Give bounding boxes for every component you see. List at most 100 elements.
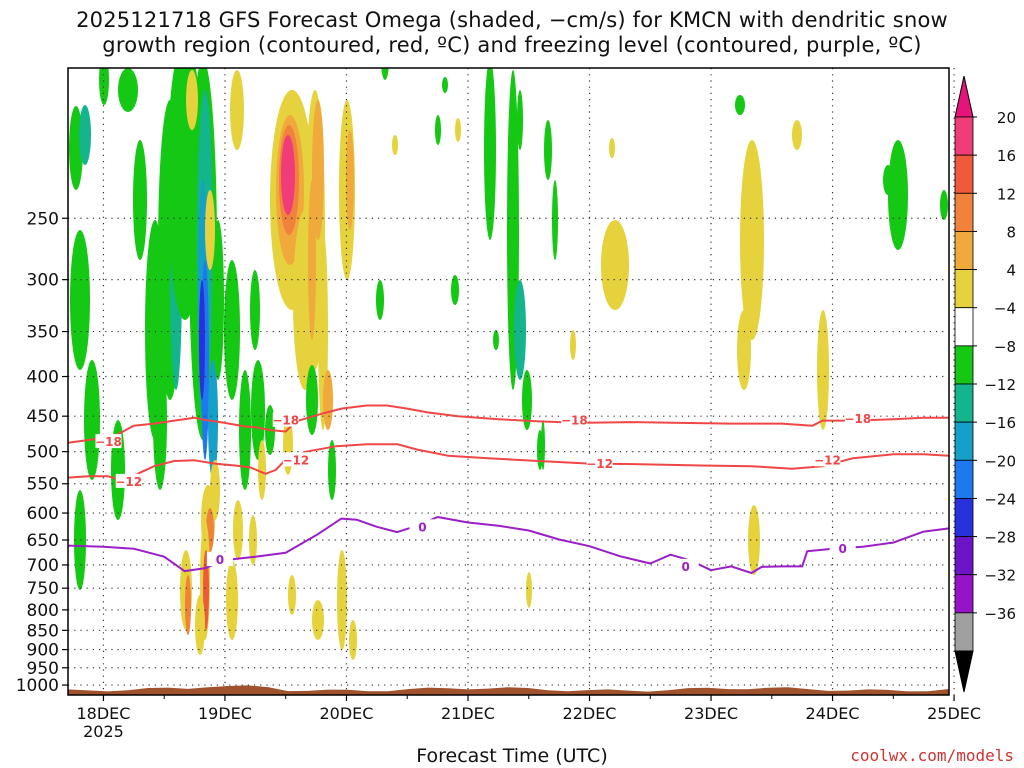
omega-shade-blob (195, 595, 205, 655)
y-tick-label: 950 (27, 659, 59, 679)
contour-freezing-level-label: 0 (216, 553, 224, 567)
colorbar-swatch (954, 231, 974, 270)
colorbar-label: −36 (984, 605, 1016, 623)
colorbar-swatch (954, 192, 974, 232)
omega-shade-blob (323, 370, 333, 430)
omega-shade-blob (493, 330, 499, 350)
colorbar-label: 8 (1006, 223, 1016, 241)
contour-minus18-label-bg (95, 434, 122, 449)
omega-shade-blob (740, 140, 764, 340)
y-tick-label: 800 (27, 601, 59, 621)
colorbar-swatch (954, 536, 974, 576)
colorbar-swatch (954, 459, 974, 499)
colorbar-label: −24 (984, 490, 1016, 508)
omega-shade-blob (737, 310, 751, 390)
omega-shading (69, 68, 948, 660)
x-tick-sublabel: 2025 (83, 722, 124, 741)
contour-minus12-label: −12 (586, 457, 613, 471)
omega-shade-blob (205, 190, 215, 270)
y-tick-label: 500 (27, 443, 59, 463)
contour-minus18-label: −18 (272, 414, 299, 428)
contour-freezing-level-label-bg (829, 541, 856, 556)
y-tick-label: 700 (27, 556, 59, 576)
omega-shade-blob (451, 275, 459, 305)
omega-shade-blob (185, 575, 191, 635)
omega-shade-blob (349, 620, 357, 660)
omega-shade-blob (249, 515, 257, 565)
omega-shade-blob (239, 370, 251, 490)
colorbar-label: 4 (1006, 262, 1016, 280)
colorbar-swatch (954, 269, 974, 309)
colorbar-label: −28 (984, 529, 1016, 547)
colorbar-swatch (954, 612, 974, 652)
y-tick-label: 650 (27, 531, 59, 551)
contour-minus18-label-bg (272, 412, 299, 427)
y-tick-label: 300 (27, 271, 59, 291)
omega-shade-blob (312, 600, 324, 640)
omega-shade-blob (186, 70, 198, 130)
colorbar-top-arrow (954, 75, 974, 118)
x-tick-label: 20DEC (319, 704, 373, 723)
y-tick-label: 250 (27, 209, 59, 229)
colorbar-label: −32 (984, 567, 1016, 585)
omega-shade-blob (435, 115, 441, 145)
omega-shade-blob (328, 440, 336, 500)
omega-shade-blob (346, 130, 354, 230)
colorbar-label: −8 (994, 338, 1016, 356)
contour-freezing-level-label-bg (409, 519, 436, 534)
omega-shade-blob (250, 270, 260, 350)
omega-shade-blob (735, 95, 745, 115)
x-tick-label: 22DEC (563, 704, 617, 723)
contour-minus18-label: −18 (844, 412, 871, 426)
contour-freezing-level-label-bg (206, 552, 233, 567)
omega-shade-blob (570, 330, 576, 360)
omega-shade-blob (74, 490, 86, 590)
colorbar-swatch (954, 498, 974, 537)
contour-minus18-line (68, 404, 949, 444)
x-tick-label: 23DEC (684, 704, 738, 723)
omega-shade-blob (233, 500, 243, 560)
chart-title-line2: growth region (contoured, red, ºC) and f… (102, 33, 922, 57)
omega-shade-blob (306, 365, 318, 435)
y-axis: 2503003504004505005506006507007508008509… (16, 209, 68, 696)
contour-minus18-label: −18 (95, 435, 122, 449)
contour-minus12-label: −12 (814, 453, 841, 467)
omega-shade-blob (312, 100, 324, 240)
omega-shade-blob (230, 70, 244, 150)
omega-shade-blob (792, 120, 802, 150)
colorbar-label: 16 (997, 147, 1016, 165)
terrain-surface (68, 685, 949, 695)
x-tick-label: 24DEC (806, 704, 860, 723)
contour-freezing-level-label: 0 (682, 560, 690, 574)
contour-minus18-label-bg (844, 411, 871, 426)
omega-shade-blob (84, 360, 100, 480)
contour-minus12-label-bg (115, 473, 142, 488)
omega-shade-blob (517, 90, 523, 150)
colorbar-label: −4 (994, 300, 1016, 318)
colorbar-swatch (954, 307, 974, 347)
contour-layer: −18 −18 −18 −18 −12 −12 −12 −12 0 0 0 0 (68, 404, 949, 574)
colorbar-swatch (954, 421, 974, 461)
omega-shade-blob (455, 118, 461, 142)
colorbar-swatch (954, 383, 974, 423)
omega-shade-blob (224, 260, 240, 400)
omega-shade-blob (526, 572, 532, 608)
omega-shade-blob (392, 135, 398, 155)
y-tick-label: 350 (27, 323, 59, 343)
omega-shade-blob (609, 138, 615, 158)
omega-shade-blob (99, 68, 109, 105)
omega-shade-blob (552, 180, 558, 260)
omega-shade-blob (288, 575, 296, 615)
omega-shade-blob (442, 77, 448, 93)
y-tick-label: 1000 (16, 676, 59, 696)
x-tick-label: 21DEC (441, 704, 495, 723)
omega-shade-blob (817, 310, 829, 430)
contour-minus18-label: −18 (561, 414, 588, 428)
contour-minus18-label-bg (561, 412, 588, 427)
x-tick-label: 18DEC (76, 704, 130, 723)
grid-lines (68, 68, 955, 695)
omega-shade-blob (251, 360, 265, 460)
colorbar-swatch (954, 345, 974, 385)
